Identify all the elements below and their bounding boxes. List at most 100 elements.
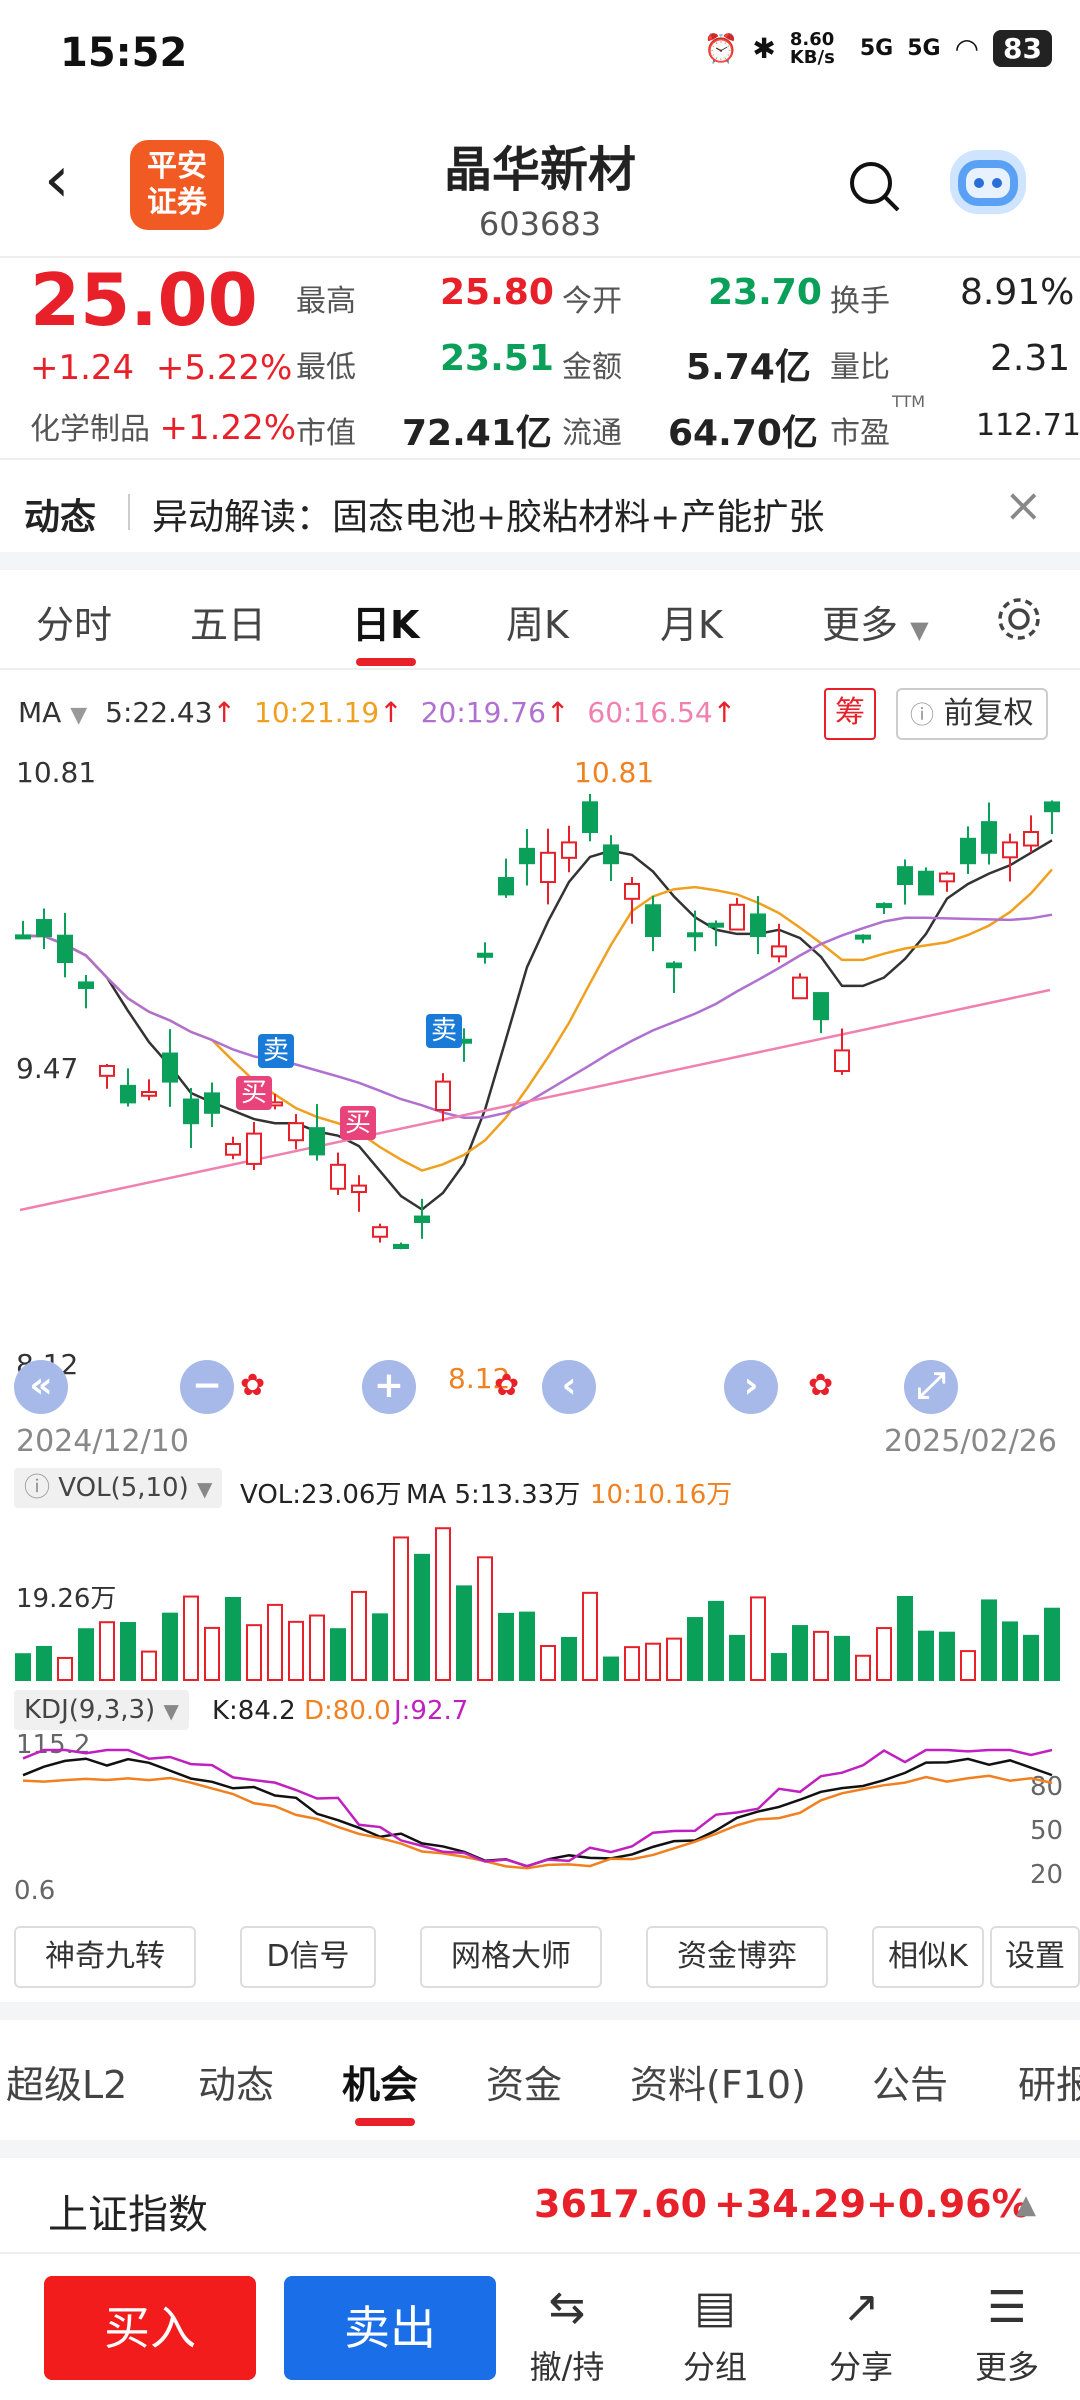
kdj-level-50: 50 bbox=[1030, 1816, 1064, 1846]
more-label: 更多 bbox=[974, 2348, 1039, 2386]
tab-intraday[interactable]: 分时 bbox=[36, 603, 113, 647]
start-date: 2024/12/10 bbox=[16, 1424, 189, 1459]
candle-body bbox=[981, 821, 997, 854]
tool-d-signal[interactable]: D信号 bbox=[240, 1926, 376, 1988]
candle-body bbox=[960, 837, 976, 865]
tab-research[interactable]: 研报 bbox=[1018, 2063, 1080, 2107]
alarm-icon: ⏰ bbox=[703, 32, 739, 65]
volume-bar bbox=[897, 1595, 913, 1681]
star-icon-2[interactable]: ✿ bbox=[494, 1368, 520, 1403]
buy-signal-badge-2[interactable]: 买 bbox=[340, 1106, 376, 1140]
share-icon: ↗ bbox=[842, 2282, 880, 2333]
news-headline[interactable]: 异动解读：固态电池+胶粘材料+产能扩张 bbox=[152, 497, 825, 538]
candle-body bbox=[78, 981, 94, 989]
low-label: 最低 bbox=[296, 350, 356, 385]
tool-capital-game[interactable]: 资金博弈 bbox=[646, 1926, 828, 1988]
kdj-indicator-label: KDJ(9,3,3) bbox=[24, 1695, 156, 1725]
candle-body bbox=[162, 1052, 178, 1083]
candle-body bbox=[582, 801, 598, 833]
candle-body bbox=[771, 945, 787, 958]
candle-body bbox=[498, 876, 514, 896]
volume-ratio-value: 2.31 bbox=[990, 338, 1071, 379]
chip-distribution-button[interactable]: 筹 bbox=[824, 688, 876, 740]
volume-bar bbox=[729, 1634, 745, 1681]
volume-bar bbox=[99, 1621, 115, 1681]
assistant-robot-icon[interactable] bbox=[950, 150, 1026, 214]
gear-icon[interactable] bbox=[994, 594, 1044, 648]
sell-signal-badge[interactable]: 卖 bbox=[258, 1034, 294, 1068]
tab-weekly-k[interactable]: 周K bbox=[506, 603, 569, 647]
fullscreen-button[interactable]: ⤢ bbox=[904, 1360, 958, 1414]
logo-line1: 平安 bbox=[147, 149, 207, 184]
search-icon[interactable] bbox=[846, 158, 902, 218]
group-button[interactable]: ▤ 分组 bbox=[660, 2280, 770, 2388]
candle-body bbox=[477, 952, 493, 958]
battery-icon: 83 bbox=[993, 30, 1052, 67]
candle-body bbox=[57, 934, 73, 963]
price-adjust-button[interactable]: ⓘ 前复权 bbox=[896, 688, 1048, 740]
volume-bar bbox=[183, 1595, 199, 1681]
tab-announcements[interactable]: 公告 bbox=[872, 2063, 949, 2107]
buy-button[interactable]: 买入 bbox=[44, 2276, 256, 2380]
zoom-out-button[interactable]: − bbox=[180, 1360, 234, 1414]
ma-legend[interactable]: MA ▼ 5:22.43↑ 10:21.19↑ 20:19.76↑ 60:16.… bbox=[18, 696, 736, 729]
net-speed: 8.60 KB/s bbox=[789, 28, 835, 68]
candle-body bbox=[1044, 801, 1060, 813]
tab-capital[interactable]: 资金 bbox=[486, 2063, 563, 2107]
tab-monthly-k[interactable]: 月K bbox=[660, 603, 723, 647]
volume-bar bbox=[414, 1553, 430, 1681]
tool-settings[interactable]: 设置 bbox=[990, 1926, 1080, 1988]
next-button[interactable]: › bbox=[724, 1360, 778, 1414]
candle-body bbox=[666, 962, 682, 969]
chevron-down-icon: ▼ bbox=[197, 1477, 213, 1501]
volume-indicator-selector[interactable]: ⓘ VOL(5,10) ▼ bbox=[14, 1468, 223, 1508]
prev-button[interactable]: ‹ bbox=[542, 1360, 596, 1414]
tab-daily-k[interactable]: 日K bbox=[352, 603, 420, 647]
price-axis-top: 10.81 bbox=[16, 756, 97, 789]
volume-bar bbox=[141, 1650, 157, 1681]
volume-bar bbox=[645, 1642, 661, 1681]
volume-bar bbox=[351, 1590, 367, 1681]
tool-grid-master[interactable]: 网格大师 bbox=[420, 1926, 602, 1988]
index-value: 3617.60 bbox=[534, 2182, 708, 2226]
high-value: 25.80 bbox=[440, 272, 554, 313]
volume-ma10: 10:10.16万 bbox=[590, 1480, 733, 1510]
industry-change[interactable]: 化学制品 +1.22% bbox=[30, 404, 296, 448]
volume-bar bbox=[78, 1628, 94, 1682]
news-close-button[interactable]: × bbox=[1004, 478, 1043, 532]
tab-opportunity[interactable]: 机会 bbox=[342, 2063, 419, 2107]
volume-chart[interactable] bbox=[0, 1510, 1080, 1685]
star-icon-3[interactable]: ✿ bbox=[808, 1368, 834, 1403]
tool-similar-k[interactable]: 相似K bbox=[872, 1926, 984, 1988]
candle-body bbox=[99, 1065, 115, 1077]
tool-magic-nine[interactable]: 神奇九转 bbox=[14, 1926, 196, 1988]
candle-body bbox=[645, 904, 661, 937]
tab-news[interactable]: 动态 bbox=[198, 2063, 275, 2107]
index-name[interactable]: 上证指数 bbox=[48, 2192, 208, 2238]
zoom-in-button[interactable]: + bbox=[362, 1360, 416, 1414]
withdraw-hold-button[interactable]: ⇆ 撤/持 bbox=[512, 2280, 622, 2388]
kdj-chart[interactable] bbox=[0, 1730, 1080, 1910]
tab-super-l2[interactable]: 超级L2 bbox=[6, 2063, 128, 2107]
back-button[interactable]: ‹ bbox=[44, 143, 70, 217]
candle-body bbox=[288, 1122, 304, 1142]
min-price-marker: 8.12 bbox=[448, 1362, 511, 1395]
tab-five-day[interactable]: 五日 bbox=[190, 603, 267, 647]
share-button[interactable]: ↗ 分享 bbox=[806, 2280, 916, 2388]
kdj-indicator-selector[interactable]: KDJ(9,3,3) ▼ bbox=[14, 1690, 189, 1730]
volume-bar bbox=[246, 1624, 262, 1681]
star-icon[interactable]: ✿ bbox=[240, 1368, 266, 1403]
rewind-button[interactable]: « bbox=[14, 1360, 68, 1414]
broker-logo[interactable]: 平安 证券 bbox=[130, 140, 224, 230]
index-change-pct: +0.96% bbox=[866, 2182, 1030, 2226]
candle-body bbox=[246, 1132, 262, 1165]
tab-more[interactable]: 更多 ▼ bbox=[822, 594, 929, 649]
candle-body bbox=[309, 1127, 325, 1156]
expand-up-icon[interactable]: ▲ bbox=[1016, 2190, 1036, 2220]
sell-signal-badge-2[interactable]: 卖 bbox=[426, 1014, 462, 1048]
kline-chart[interactable] bbox=[0, 740, 1080, 1360]
sell-button[interactable]: 卖出 bbox=[284, 2276, 496, 2380]
tab-f10[interactable]: 资料(F10) bbox=[630, 2063, 806, 2107]
more-button[interactable]: ☰ 更多 bbox=[952, 2280, 1062, 2388]
buy-signal-badge[interactable]: 买 bbox=[236, 1076, 272, 1110]
